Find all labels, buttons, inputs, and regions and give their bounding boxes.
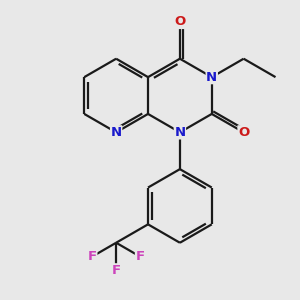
Text: N: N xyxy=(174,126,185,139)
Text: F: F xyxy=(136,250,145,263)
Text: F: F xyxy=(112,264,121,277)
Text: O: O xyxy=(174,15,185,28)
Text: O: O xyxy=(238,126,249,139)
Text: F: F xyxy=(88,250,97,263)
Text: N: N xyxy=(111,126,122,139)
Text: N: N xyxy=(206,70,217,84)
